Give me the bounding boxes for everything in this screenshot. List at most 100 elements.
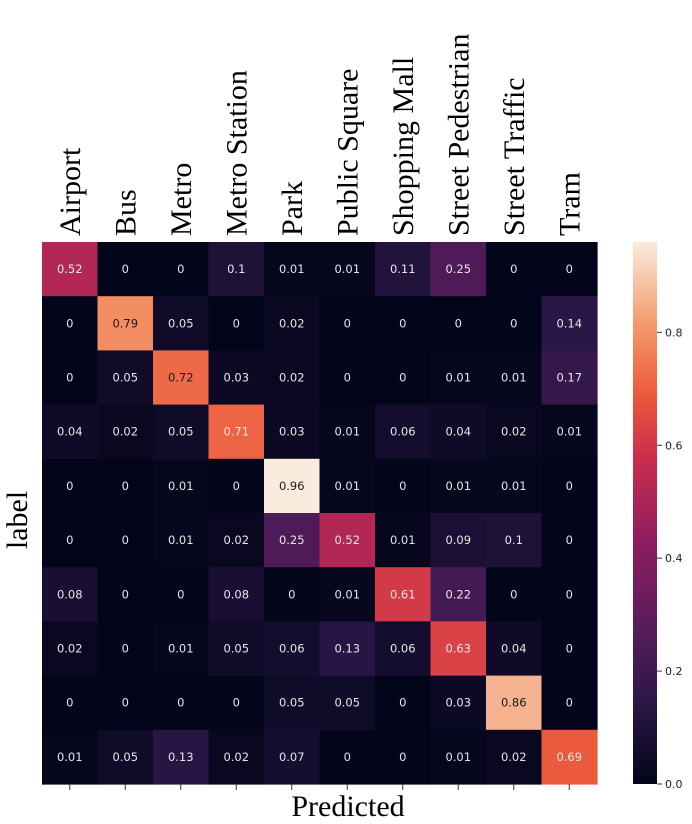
heatmap-cell xyxy=(264,513,321,568)
heatmap-cell xyxy=(375,350,432,406)
cell-value-label: 0 xyxy=(66,371,73,385)
cell-value-label: 0.06 xyxy=(279,642,305,656)
colorbar: 0.0 0.2 0.4 0.6 0.8 xyxy=(633,242,683,791)
cell-value-label: 0 xyxy=(122,262,129,276)
cell-value-label: 0.02 xyxy=(501,750,527,764)
heatmap-cell xyxy=(153,729,210,785)
cell-value-label: 0 xyxy=(566,587,573,601)
cell-value-label: 0.69 xyxy=(556,750,582,764)
cell-value-label: 0.09 xyxy=(445,533,471,547)
cell-value-label: 0.61 xyxy=(390,587,416,601)
cell-value-label: 0.1 xyxy=(227,262,245,276)
cell-value-label: 0 xyxy=(399,316,406,330)
heatmap-cell xyxy=(486,458,543,514)
cell-value-label: 0 xyxy=(344,371,351,385)
cell-value-label: 0 xyxy=(399,750,406,764)
cell-value-label: 0.05 xyxy=(112,750,138,764)
cell-value-label: 0 xyxy=(66,696,73,710)
cell-value-label: 0.05 xyxy=(279,696,305,710)
heatmap-cell xyxy=(42,567,99,622)
heatmap-cell xyxy=(264,404,321,460)
cell-value-label: 0 xyxy=(233,696,240,710)
cell-value-label: 0.01 xyxy=(334,587,360,601)
cell-value-label: 0.03 xyxy=(223,371,249,385)
heatmap-cell xyxy=(319,350,376,406)
cell-value-label: 0.04 xyxy=(445,425,471,439)
cell-value-label: 0.01 xyxy=(334,425,360,439)
heatmap-cell xyxy=(42,458,99,514)
cell-value-label: 0.07 xyxy=(279,750,305,764)
heatmap-cell xyxy=(208,621,265,677)
heatmap-cell xyxy=(430,350,487,406)
heatmap-cell xyxy=(541,296,598,351)
colorbar-ticks: 0.0 0.2 0.4 0.6 0.8 xyxy=(657,326,683,791)
heatmap-cell xyxy=(319,242,376,297)
cell-value-label: 0 xyxy=(122,696,129,710)
heatmap-cell xyxy=(208,458,265,514)
heatmap-cells xyxy=(42,242,598,785)
x-tick-label: Tram xyxy=(553,172,586,236)
heatmap-cell xyxy=(486,675,543,731)
heatmap-cell xyxy=(541,350,598,406)
heatmap-cell xyxy=(208,729,265,785)
heatmap-cell xyxy=(486,513,543,568)
heatmap-cell xyxy=(42,350,99,406)
cell-value-label: 0.01 xyxy=(168,479,194,493)
heatmap-cell xyxy=(153,296,210,351)
heatmap-cell xyxy=(153,675,210,731)
cell-value-label: 0.01 xyxy=(445,371,471,385)
cell-value-label: 0.01 xyxy=(390,533,416,547)
x-axis-label: Predicted xyxy=(291,790,404,823)
heatmap-cell xyxy=(486,296,543,351)
heatmap-cell xyxy=(264,242,321,297)
heatmap-cell xyxy=(97,458,154,514)
heatmap-cell xyxy=(319,404,376,460)
cell-value-label: 0.22 xyxy=(445,587,471,601)
cell-value-label: 0 xyxy=(122,533,129,547)
cell-value-label: 0.01 xyxy=(556,425,582,439)
cell-value-label: 0.01 xyxy=(279,262,305,276)
heatmap-cell xyxy=(375,404,432,460)
heatmap-cell xyxy=(42,513,99,568)
heatmap-cell xyxy=(97,729,154,785)
heatmap-cell xyxy=(430,458,487,514)
cell-value-label: 0.11 xyxy=(390,262,416,276)
cell-value-label: 0.01 xyxy=(168,533,194,547)
colorbar-tick-label: 0.8 xyxy=(665,326,683,339)
heatmap-cell xyxy=(375,296,432,351)
heatmap-cell xyxy=(375,621,432,677)
cell-value-label: 0 xyxy=(66,479,73,493)
cell-value-label: 0.1 xyxy=(505,533,523,547)
cell-value-label: 0.71 xyxy=(223,425,249,439)
heatmap-cell xyxy=(430,513,487,568)
heatmap-cell xyxy=(42,296,99,351)
heatmap-cell-labels: 0.52 0 0 0.1 0.01 0.01 0.11 0.25 0 0 0 0.79 0.05 0 0.0… xyxy=(57,262,582,764)
heatmap-cell xyxy=(97,404,154,460)
heatmap-cell xyxy=(208,350,265,406)
heatmap-cell xyxy=(97,675,154,731)
colorbar-tick-label: 0.4 xyxy=(665,552,683,565)
heatmap-cell xyxy=(486,404,543,460)
cell-value-label: 0 xyxy=(399,371,406,385)
cell-value-label: 0.06 xyxy=(390,425,416,439)
cell-value-label: 0.05 xyxy=(112,371,138,385)
heatmap-cell xyxy=(42,242,99,297)
cell-value-label: 0 xyxy=(455,316,462,330)
heatmap-cell xyxy=(541,675,598,731)
cell-value-label: 0.52 xyxy=(334,533,360,547)
x-tick-label: Street Traffic xyxy=(498,77,531,236)
cell-value-label: 0.25 xyxy=(445,262,471,276)
heatmap-cell xyxy=(430,242,487,297)
cell-value-label: 0 xyxy=(399,696,406,710)
x-tick-label: Park xyxy=(276,181,309,236)
heatmap-cell xyxy=(153,242,210,297)
x-tick-label: Street Pedestrian xyxy=(442,34,475,236)
heatmap-cell xyxy=(375,242,432,297)
cell-value-label: 0.08 xyxy=(57,587,83,601)
heatmap-cell xyxy=(264,567,321,622)
cell-value-label: 0.63 xyxy=(445,642,471,656)
x-tick-labels: Airport Bus Metro Metro Station Park Public S… xyxy=(54,34,587,236)
cell-value-label: 0 xyxy=(66,316,73,330)
cell-value-label: 0.02 xyxy=(501,425,527,439)
